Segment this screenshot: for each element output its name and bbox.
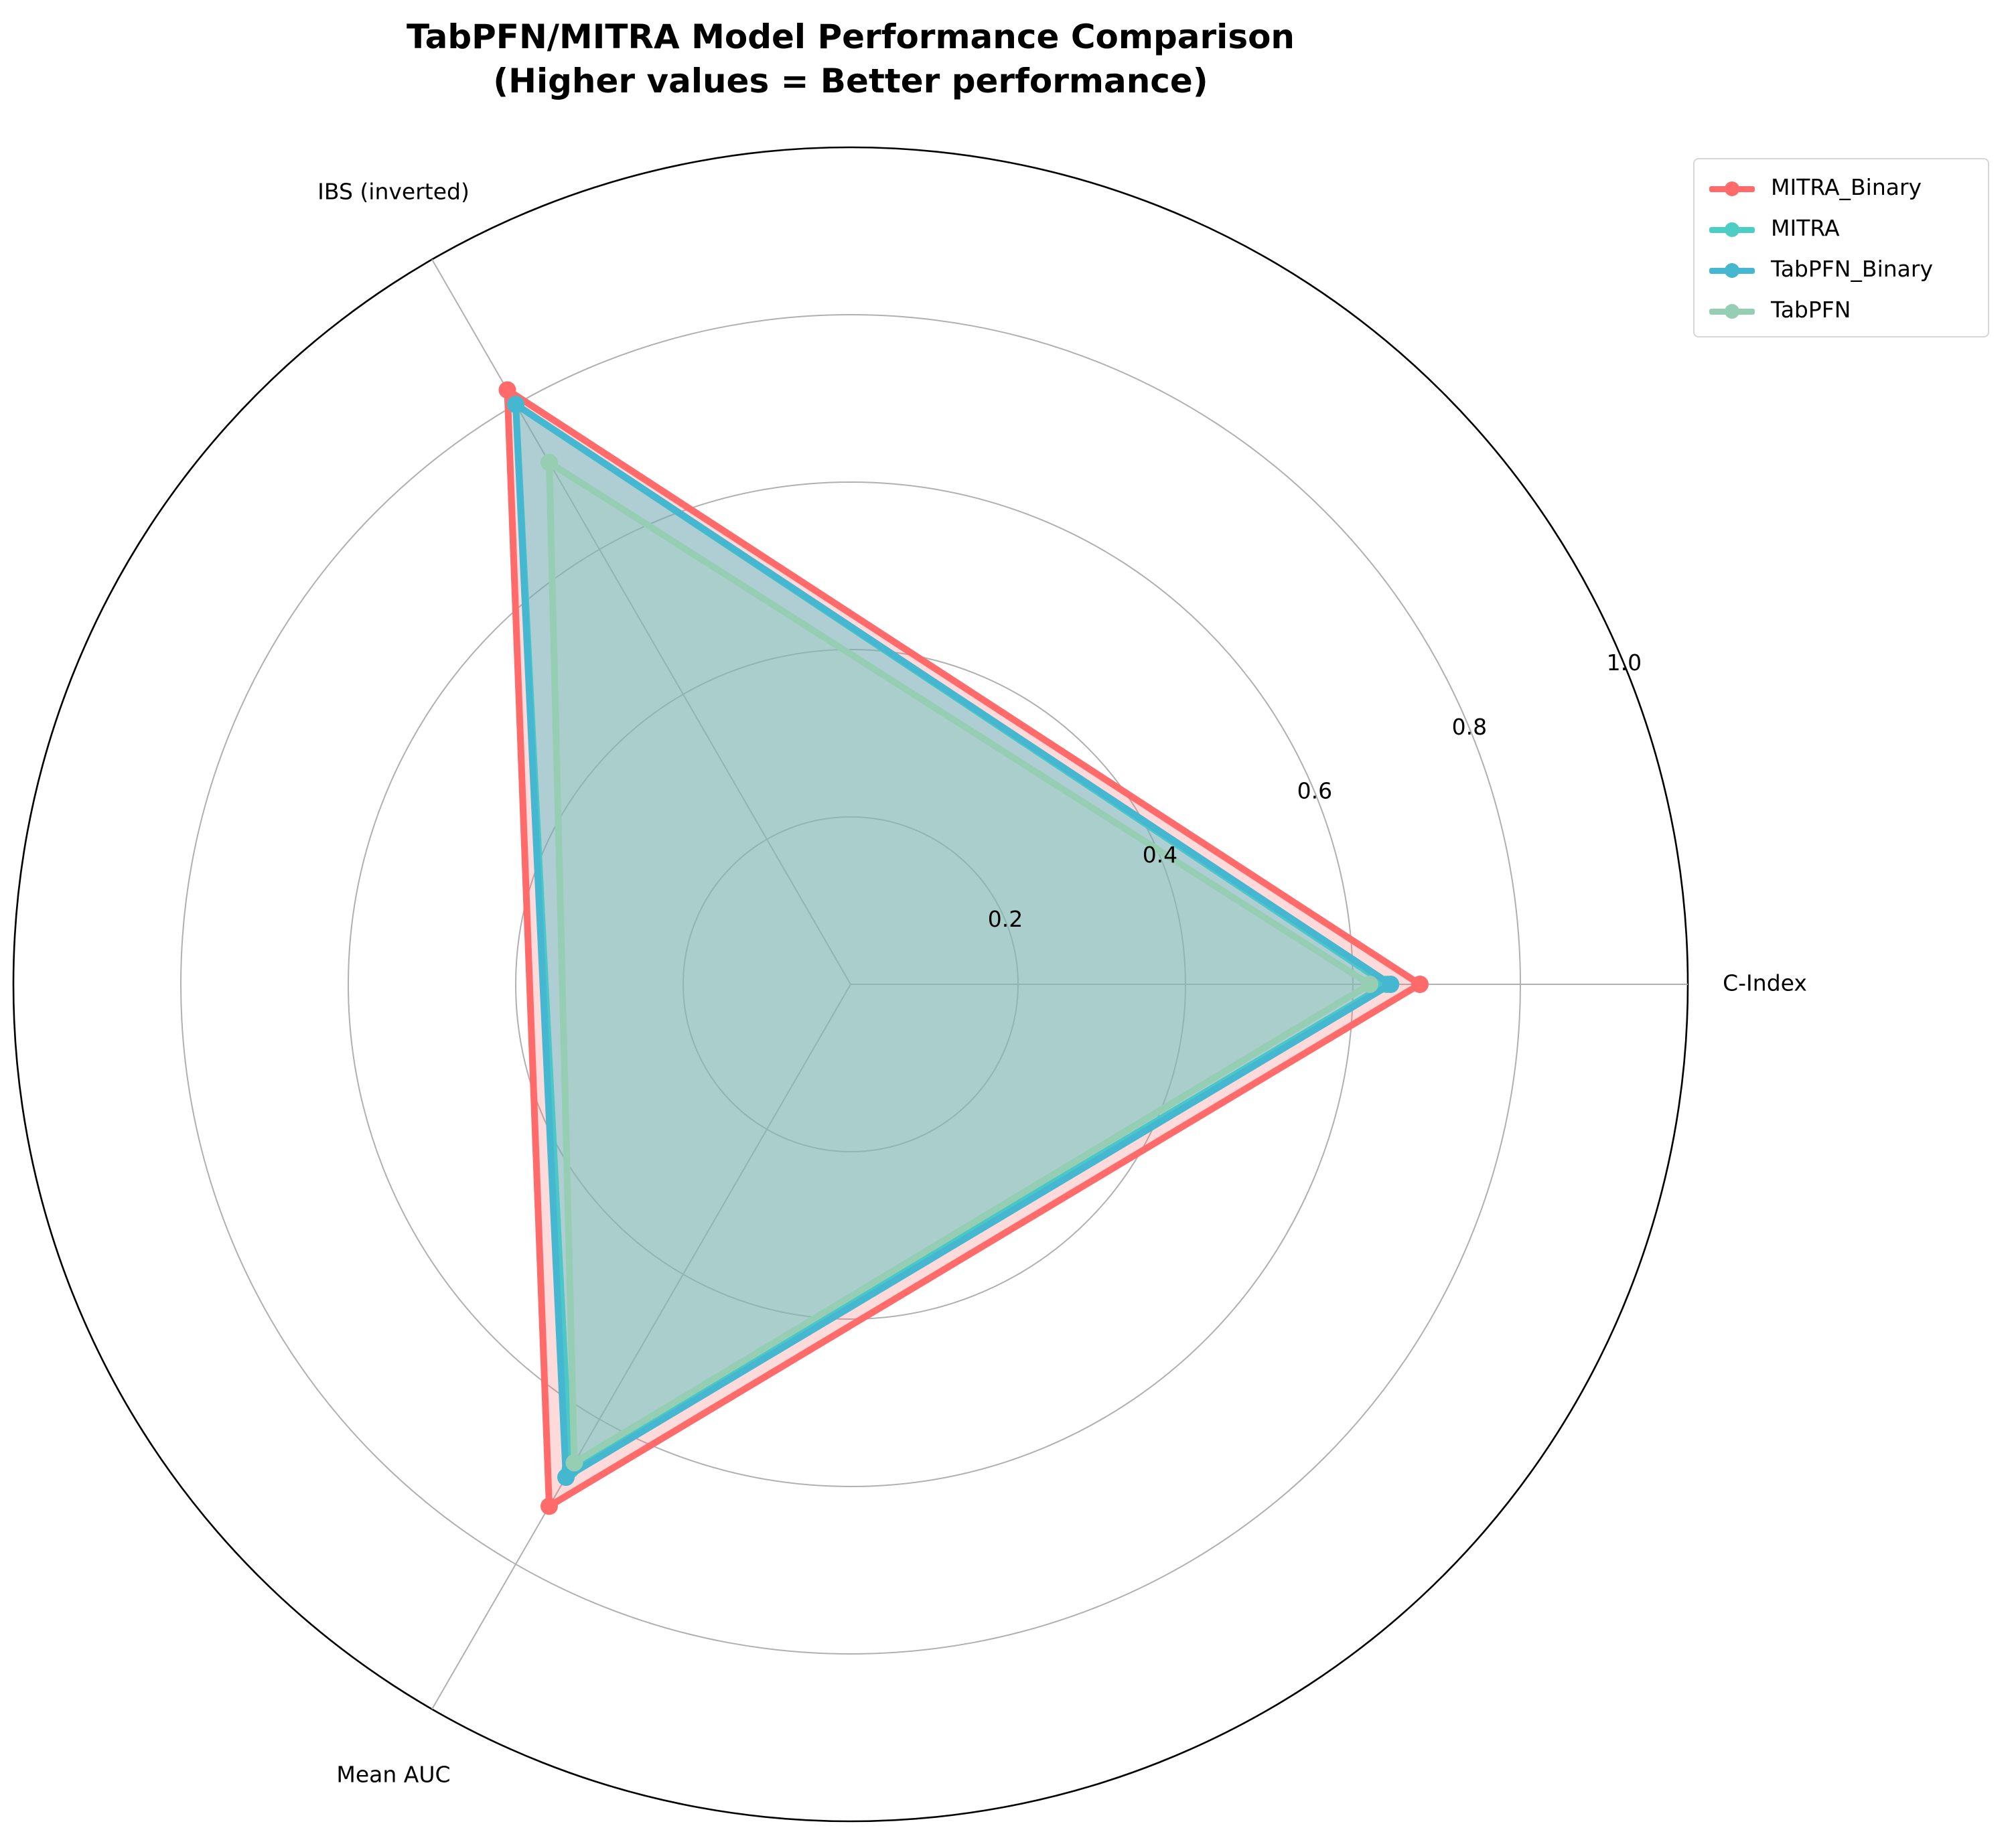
series-0-point-0 xyxy=(1411,976,1429,993)
legend-marker-0 xyxy=(1725,181,1739,196)
series-0-point-2 xyxy=(541,1497,558,1515)
series-fill-2 xyxy=(516,404,1391,1478)
series-2-point-2 xyxy=(557,1468,575,1487)
axis-label-2: Mean AUC xyxy=(336,1762,450,1788)
series-0-point-1 xyxy=(498,381,516,399)
legend-label-1: MITRA xyxy=(1771,215,1840,241)
series-line-3 xyxy=(546,459,1373,1466)
r-tick-label-3: 0.8 xyxy=(1452,714,1487,740)
spoke-1 xyxy=(431,258,851,985)
series-line-2 xyxy=(512,401,1394,1481)
label-layer: 0.2 0.4 0.6 0.8 1.0 C-Index IBS (inverted) Mean… xyxy=(317,178,1807,1787)
legend-label-2: TabPFN_Binary xyxy=(1771,256,1933,282)
legend-marker-3 xyxy=(1725,304,1739,319)
legend: MITRA_Binary MITRA TabPFN_Binary TabPFN xyxy=(1693,158,1989,337)
series-3-point-1 xyxy=(541,453,558,471)
legend-label-3: TabPFN xyxy=(1771,297,1851,323)
chart-title: TabPFN/MITRA Model Performance Compariso… xyxy=(406,17,1295,56)
axis-label-0: C-Index xyxy=(1723,970,1807,996)
r-tick-label-4: 1.0 xyxy=(1607,650,1642,676)
r-tick-label-2: 0.6 xyxy=(1297,777,1332,804)
grid-layer xyxy=(12,146,1689,1823)
axis-label-1: IBS (inverted) xyxy=(317,178,470,204)
series-3-point-2 xyxy=(565,1454,583,1472)
series-fill-1 xyxy=(516,404,1386,1470)
chart-subtitle: (Higher values = Better performance) xyxy=(493,62,1208,100)
series-fill-3 xyxy=(549,462,1370,1463)
r-tick-label-0: 0.2 xyxy=(988,906,1023,932)
legend-marker-2 xyxy=(1725,263,1739,278)
legend-marker-1 xyxy=(1725,222,1739,237)
legend-label-0: MITRA_Binary xyxy=(1771,174,1922,200)
series-3-point-0 xyxy=(1361,976,1378,993)
spoke-2 xyxy=(431,984,851,1710)
r-tick-label-1: 0.4 xyxy=(1143,842,1177,868)
series-2-point-0 xyxy=(1382,976,1400,993)
series-fill-0 xyxy=(507,390,1420,1507)
series-layer xyxy=(498,381,1429,1515)
series-line-0 xyxy=(504,386,1423,1510)
series-2-point-1 xyxy=(507,395,524,413)
